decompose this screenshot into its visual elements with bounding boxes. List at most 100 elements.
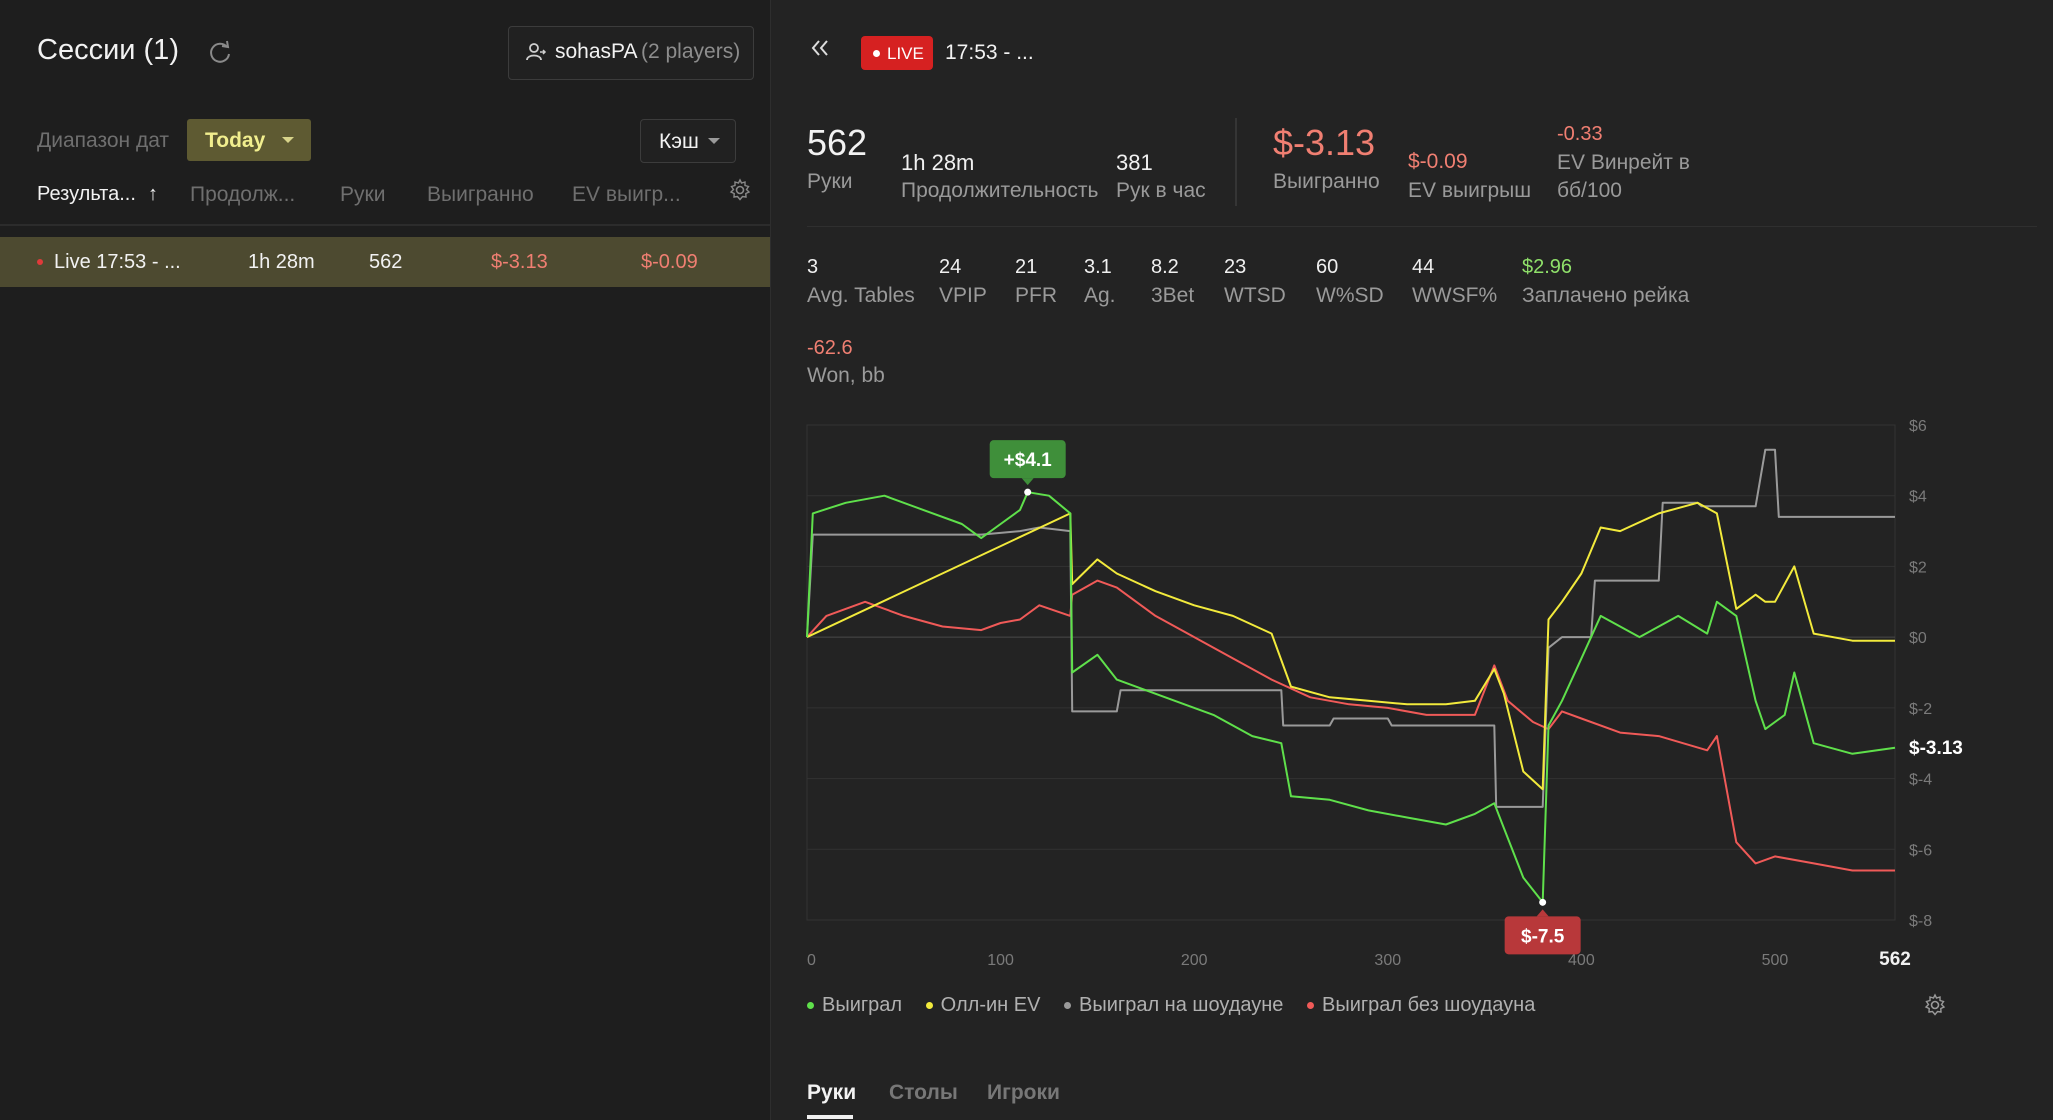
hands-label: Руки — [807, 170, 853, 193]
legend-dot-icon — [807, 1002, 814, 1010]
user-switch-icon — [525, 41, 547, 68]
tab-players[interactable]: Игроки — [987, 1081, 1060, 1104]
table-row[interactable]: Live 17:53 - ... 1h 28m 562 $-3.13 $-0.0… — [0, 237, 770, 287]
collapse-icon[interactable] — [809, 38, 831, 63]
stat-wsd-label: W%SD — [1316, 284, 1384, 307]
plot-frame — [806, 424, 1896, 921]
annotation-box — [1504, 916, 1581, 955]
summary-divider — [1235, 118, 1237, 206]
hands-per-hour-label: Рук в час — [1116, 179, 1206, 202]
legend-label: Выиграл — [822, 994, 903, 1016]
active-tab-indicator — [807, 1115, 853, 1119]
won-bb-value: -62.6 — [807, 337, 853, 359]
record-dot-icon — [873, 50, 880, 57]
y-tick-label: $0 — [1909, 630, 1927, 647]
ev-winrate-unit: бб/100 — [1557, 179, 1622, 202]
hands-value: 562 — [807, 122, 868, 163]
gear-icon[interactable] — [728, 178, 752, 207]
refresh-icon[interactable] — [206, 38, 234, 66]
stat-wtsd-value: 23 — [1224, 256, 1247, 278]
stat-wwsf-label: WWSF% — [1412, 284, 1498, 307]
legend-label: Выиграл на шоудауне — [1079, 994, 1284, 1016]
stat-rake-label: Заплачено рейка — [1522, 284, 1690, 307]
tab-hands[interactable]: Руки — [807, 1081, 857, 1104]
x-tick-label: 400 — [1568, 952, 1595, 969]
series-line — [806, 501, 1895, 791]
annotation-label: $-7.5 — [1521, 926, 1565, 947]
y-tick-label: $6 — [1909, 418, 1927, 435]
live-label: LIVE — [887, 44, 924, 63]
row-hands: 562 — [369, 251, 403, 273]
won-value: $-3.13 — [1273, 122, 1376, 163]
column-header-result[interactable]: Результа... — [37, 183, 136, 205]
row-won: $-3.13 — [491, 251, 548, 273]
chevron-down-icon — [282, 137, 294, 143]
session-title: 17:53 - ... — [945, 41, 1034, 64]
stat-wwsf-value: 44 — [1412, 256, 1435, 278]
ev-winrate-label: EV Винрейт в — [1557, 151, 1690, 174]
stat-wsd-value: 60 — [1316, 256, 1339, 278]
annotation-box — [989, 440, 1066, 479]
sort-arrow-icon[interactable]: ↑ — [148, 183, 158, 205]
legend-label: Выиграл без шоудауна — [1322, 994, 1536, 1016]
player-count: (2 players) — [641, 40, 741, 63]
stat-vpip-value: 24 — [939, 256, 962, 278]
legend-item-non-showdown[interactable]: Выиграл без шоудауна — [1307, 994, 1535, 1016]
game-type-dropdown[interactable]: Кэш — [640, 119, 736, 163]
ev-winrate-value: -0.33 — [1557, 123, 1603, 145]
x-tick-label: 300 — [1374, 952, 1401, 969]
chart-settings-gear-icon[interactable] — [1923, 993, 1947, 1022]
x-tick-label: 200 — [1181, 952, 1208, 969]
tab-tables[interactable]: Столы — [889, 1081, 958, 1104]
date-range-value: Today — [205, 129, 266, 152]
legend-item-showdown[interactable]: Выиграл на шоудауне — [1064, 994, 1283, 1016]
won-bb-label: Won, bb — [807, 364, 885, 387]
player-name: sohasPA — [555, 40, 638, 63]
date-range-label: Диапазон дат — [37, 129, 170, 152]
x-tick-label: 0 — [807, 952, 816, 969]
player-selector[interactable]: sohasPA (2 players) — [508, 26, 754, 80]
stat-avg-tables-value: 3 — [807, 256, 819, 278]
ev-won-label: EV выигрыш — [1408, 179, 1532, 202]
legend-item-won[interactable]: Выиграл — [807, 994, 902, 1016]
y-tick-label: $-4 — [1909, 772, 1932, 789]
stat-pfr-label: PFR — [1015, 284, 1057, 307]
x-tick-label: 562 — [1879, 949, 1911, 970]
legend-dot-icon — [1064, 1002, 1072, 1010]
column-header-hands[interactable]: Руки — [340, 183, 386, 206]
column-header-won[interactable]: Выигранно — [427, 183, 534, 206]
profit-chart: $6 $4 $2 $0 $-2 $-4 $-6 $-8 0 100 200 300 400 500 562 $… — [806, 418, 1963, 970]
legend-item-allin-ev[interactable]: Олл-ин EV — [925, 994, 1041, 1016]
annotation-point — [1024, 488, 1032, 496]
legend-label: Олл-ин EV — [940, 994, 1041, 1016]
chevron-down-icon — [708, 138, 720, 144]
chart-legend: Выиграл Олл-ин EV Выиграл на шоудауне Вы… — [807, 994, 1535, 1017]
y-tick-label: $4 — [1909, 489, 1927, 506]
y-tick-label: $2 — [1909, 559, 1927, 576]
session-detail-panel: LIVE 17:53 - ... 562 Руки 1h 28m Продолж… — [771, 0, 2053, 1120]
stat-ag-label: Ag. — [1084, 284, 1116, 307]
stat-wtsd-label: WTSD — [1224, 284, 1286, 307]
y-tick-label: $-2 — [1909, 701, 1932, 718]
legend-dot-icon — [1307, 1002, 1314, 1010]
live-dot-icon — [37, 259, 43, 265]
annotation-point — [1539, 898, 1547, 906]
annotation-pointer — [1021, 478, 1034, 486]
column-header-duration[interactable]: Продолж... — [190, 183, 296, 206]
y-tick-label: $-8 — [1909, 913, 1932, 930]
live-badge: LIVE — [861, 36, 933, 70]
row-ev: $-0.09 — [641, 251, 698, 273]
column-header-ev[interactable]: EV выигр... — [572, 183, 681, 206]
hands-per-hour-value: 381 — [1116, 150, 1153, 175]
ev-won-value: $-0.09 — [1408, 150, 1468, 173]
annotation-pointer — [1536, 909, 1549, 917]
date-range-dropdown[interactable]: Today — [187, 119, 311, 161]
stat-ag-value: 3.1 — [1084, 256, 1112, 278]
x-tick-label: 500 — [1762, 952, 1789, 969]
stat-pfr-value: 21 — [1015, 256, 1038, 278]
series-line — [806, 579, 1895, 872]
header-divider — [0, 224, 770, 226]
annotation-label: +$4.1 — [1004, 450, 1053, 471]
sessions-panel: Сессии (1) sohasPA (2 players) Диапазон … — [0, 0, 771, 1120]
game-type-value: Кэш — [659, 130, 699, 153]
